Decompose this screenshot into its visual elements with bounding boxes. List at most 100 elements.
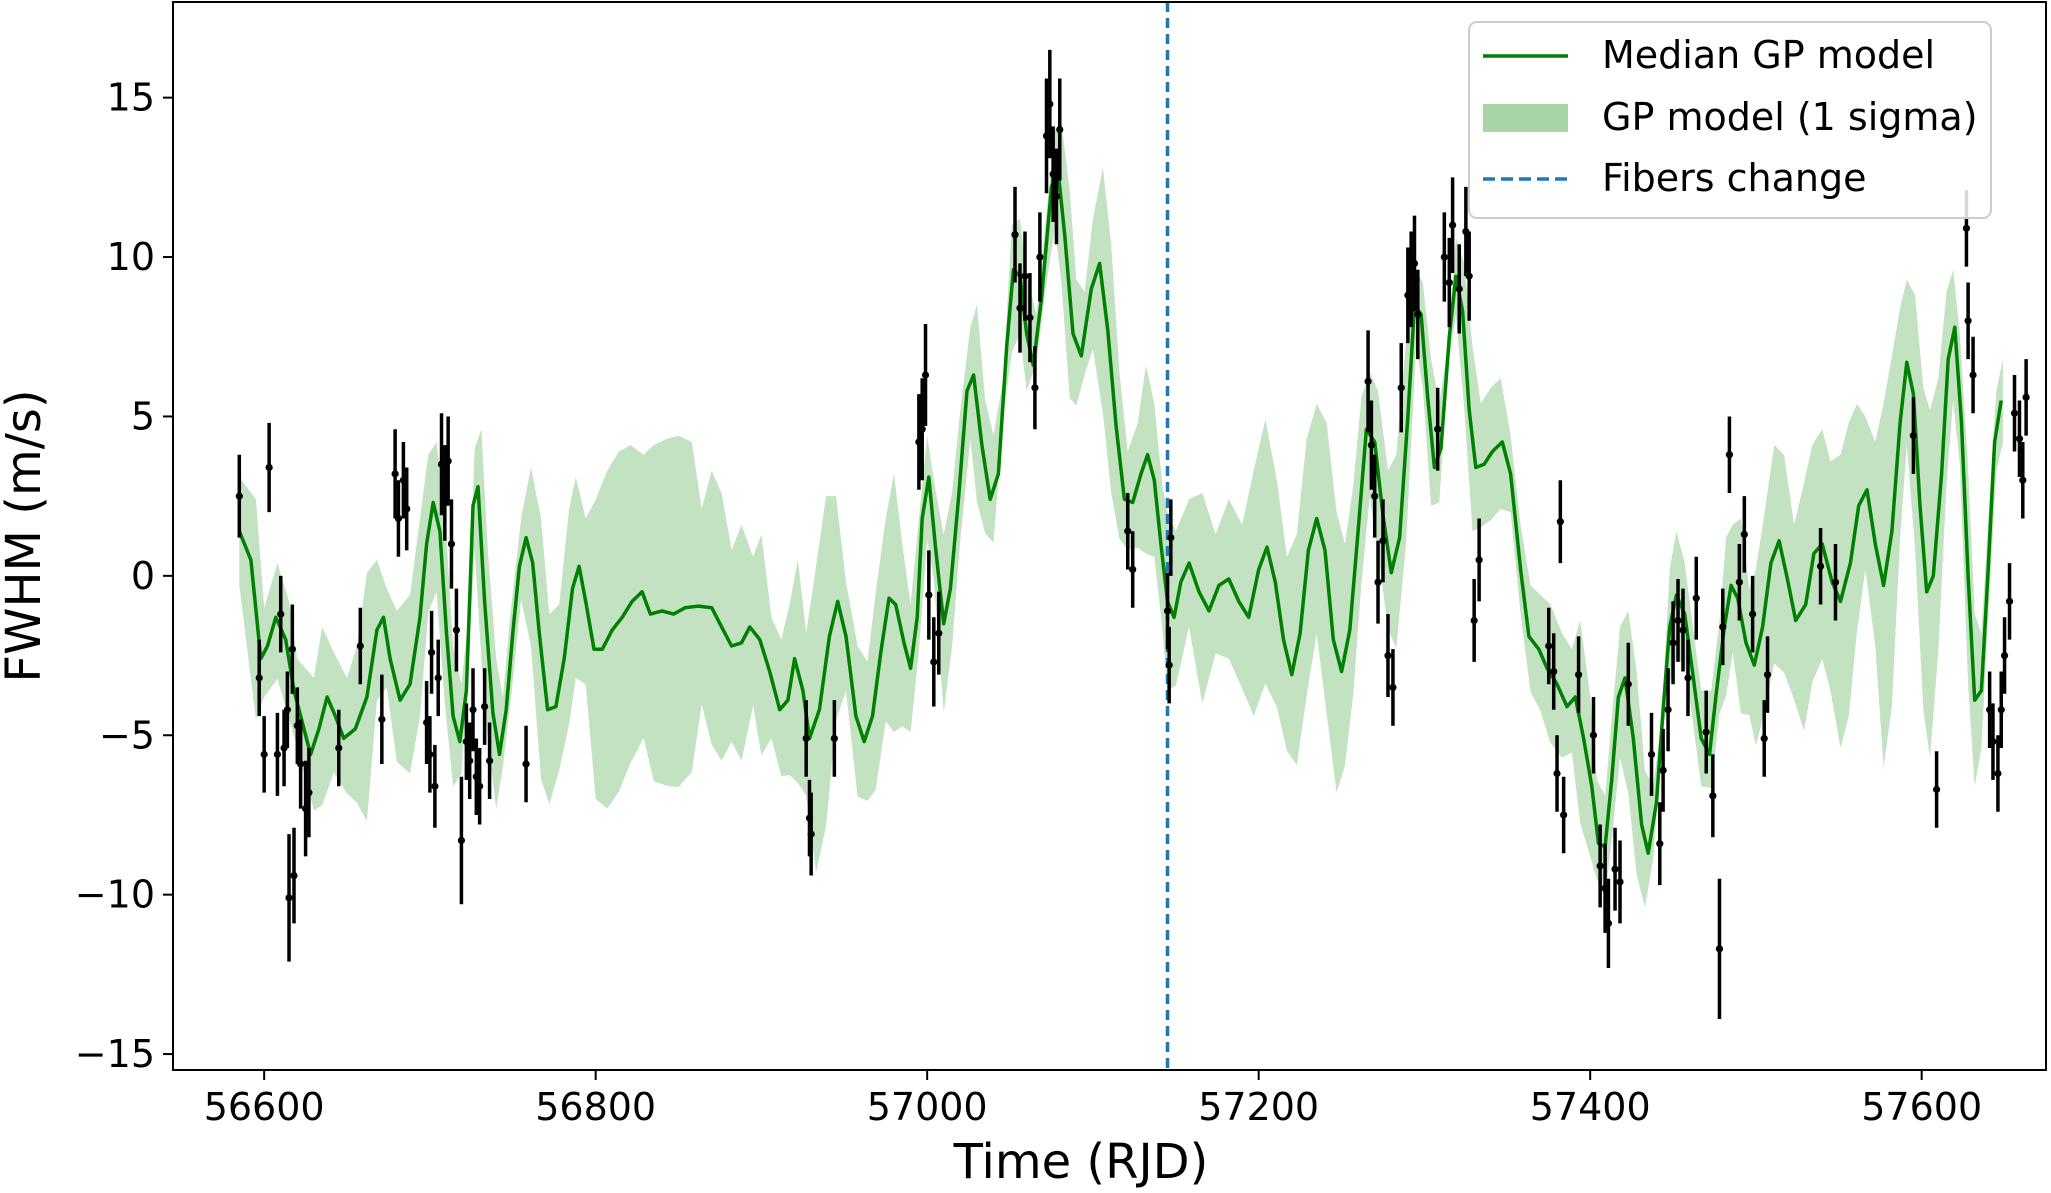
data-point — [2022, 393, 2030, 401]
gp-confidence-band — [239, 123, 2003, 908]
data-point — [1167, 533, 1175, 542]
data-point — [255, 674, 263, 682]
observation-point — [1364, 330, 1372, 433]
legend-band-swatch — [1483, 104, 1568, 132]
observation-point — [235, 454, 243, 538]
observation-point — [1414, 269, 1422, 360]
x-axis-label: Time (RJD) — [953, 1134, 1209, 1190]
data-point — [1445, 278, 1453, 287]
observation-point — [1046, 49, 1054, 159]
data-point — [1026, 314, 1034, 322]
observation-point — [2019, 441, 2027, 519]
data-point — [1031, 384, 1039, 392]
data-point — [1016, 304, 1024, 312]
observation-point — [1560, 776, 1568, 854]
data-point — [485, 757, 494, 765]
observation-point — [935, 591, 943, 675]
data-point — [1962, 224, 1971, 232]
data-point — [1550, 667, 1558, 676]
observation-point — [297, 719, 305, 809]
data-point — [1596, 862, 1604, 870]
observation-point — [427, 610, 436, 694]
data-point — [1715, 945, 1724, 953]
x-tick-label: 56600 — [204, 1085, 325, 1129]
data-point — [1163, 607, 1172, 615]
data-point — [2000, 651, 2009, 660]
observation-point — [466, 722, 474, 800]
observation-point — [2015, 400, 2024, 478]
observation-point — [1445, 237, 1453, 328]
observation-point — [1735, 543, 1743, 621]
observation-point — [260, 716, 268, 793]
data-point — [1669, 639, 1677, 647]
data-point — [1679, 626, 1687, 634]
observation-point — [1702, 690, 1710, 774]
observation-point — [1165, 626, 1173, 704]
observation-point — [283, 671, 291, 749]
data-point — [466, 757, 474, 765]
observations-layer — [235, 49, 2030, 1019]
data-point — [1374, 578, 1382, 586]
legend-fibers-label: Fibers change — [1602, 156, 1867, 200]
observation-point — [356, 607, 364, 685]
observation-point — [1596, 824, 1604, 908]
data-point — [403, 505, 411, 513]
data-point — [1604, 919, 1613, 927]
data-point — [426, 750, 434, 758]
data-point — [807, 830, 815, 838]
y-tick-label: 0 — [131, 554, 155, 598]
observation-point — [1374, 540, 1382, 624]
data-point — [1969, 371, 1977, 379]
observation-point — [1604, 878, 1613, 968]
data-point — [277, 610, 285, 618]
y-tick-label: 5 — [131, 394, 155, 438]
observation-point — [1031, 346, 1039, 430]
observation-point — [1933, 751, 1941, 828]
observation-point — [265, 422, 273, 513]
data-point — [1379, 537, 1387, 545]
data-point — [925, 591, 933, 599]
observation-point — [1440, 212, 1448, 302]
observation-point — [1740, 496, 1748, 573]
data-point — [2019, 476, 2027, 484]
observation-point — [1371, 454, 1379, 538]
observation-point — [1124, 492, 1132, 570]
observation-point — [1719, 588, 1727, 666]
observation-point — [1545, 607, 1553, 685]
observation-point — [1021, 231, 1029, 321]
observation-point — [1553, 735, 1561, 812]
y-tick-label: −5 — [99, 713, 155, 757]
observation-point — [1909, 397, 1917, 474]
data-point — [1684, 674, 1692, 682]
observation-point — [1709, 754, 1717, 838]
observation-point — [930, 617, 938, 707]
observation-point — [394, 480, 403, 557]
data-point — [1465, 272, 1473, 280]
data-point — [1367, 441, 1375, 449]
observation-point — [273, 712, 282, 796]
observation-point — [481, 668, 489, 745]
observation-point — [1011, 186, 1019, 283]
observation-point — [1052, 148, 1061, 245]
data-point — [2015, 435, 2024, 443]
data-point — [1165, 661, 1173, 669]
data-point — [1052, 192, 1061, 201]
observation-point — [447, 499, 456, 589]
data-point — [1994, 769, 2002, 778]
data-point — [2010, 409, 2019, 417]
observation-point — [255, 639, 263, 717]
data-point — [427, 648, 436, 656]
observation-point — [469, 668, 477, 752]
y-axis: −15 −10 −5 0 5 10 15 — [75, 76, 173, 1076]
observation-point — [426, 716, 434, 793]
data-point — [457, 836, 466, 845]
observation-point — [1763, 636, 1772, 713]
data-point — [1674, 616, 1682, 625]
data-point — [1434, 425, 1442, 433]
legend-median-label: Median GP model — [1602, 33, 1935, 77]
data-point — [1624, 680, 1632, 688]
data-point — [1397, 384, 1405, 392]
data-point — [1664, 706, 1672, 714]
data-point — [273, 750, 282, 758]
